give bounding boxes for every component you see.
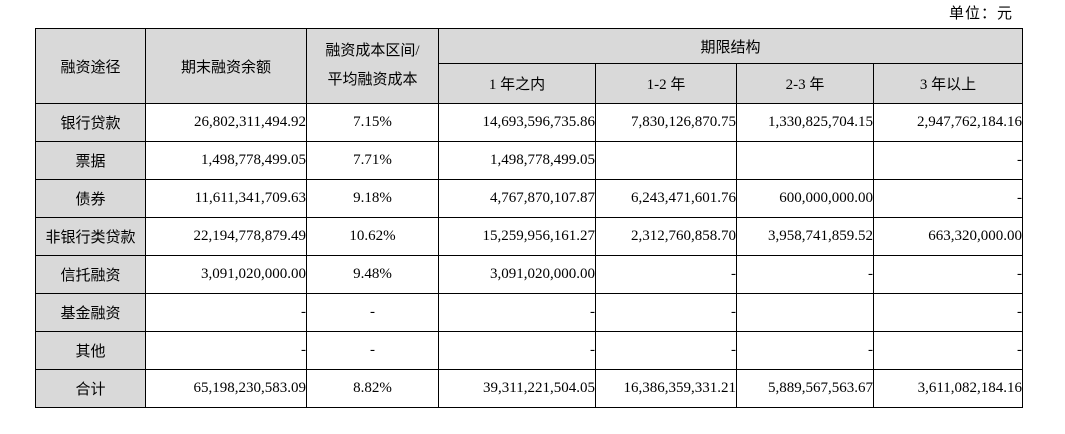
balance-cell: -: [145, 293, 307, 332]
years-2-3-cell: -: [736, 331, 874, 370]
within-1-year-cell: -: [438, 293, 596, 332]
header-financing-cost: 融资成本区间/ 平均融资成本: [306, 28, 439, 104]
table-row: 合计 65,198,230,583.09 8.82% 39,311,221,504.0…: [35, 369, 1024, 408]
within-1-year-cell: 3,091,020,000.00: [438, 255, 596, 294]
header-ending-balance: 期末融资余额: [145, 28, 307, 104]
cost-cell: -: [306, 331, 439, 370]
over-3-years-cell: -: [872, 293, 1024, 332]
balance-cell: 11,611,341,709.63: [145, 179, 307, 218]
table-row: 基金融资 - - - - -: [35, 293, 1024, 332]
over-3-years-cell: 663,320,000.00: [872, 217, 1024, 256]
header-2-3-years: 2-3 年: [736, 63, 874, 104]
row-label-cell: 票据: [35, 141, 146, 180]
within-1-year-cell: 1,498,778,499.05: [438, 141, 596, 180]
table-header: 融资途径 期末融资余额 融资成本区间/ 平均融资成本 期限结构 1 年之内 1-…: [35, 28, 1024, 104]
years-1-2-cell: 16,386,359,331.21: [595, 369, 737, 408]
within-1-year-cell: 14,693,596,735.86: [438, 103, 596, 142]
within-1-year-cell: 39,311,221,504.05: [438, 369, 596, 408]
years-2-3-cell: [736, 293, 874, 332]
row-label-cell: 合计: [35, 369, 146, 408]
over-3-years-cell: -: [872, 179, 1024, 218]
years-2-3-cell: [736, 141, 874, 180]
unit-label: 单位：元: [948, 6, 1013, 22]
balance-cell: -: [145, 331, 307, 370]
years-2-3-cell: 600,000,000.00: [736, 179, 874, 218]
years-1-2-cell: -: [595, 331, 737, 370]
cost-cell: 10.62%: [306, 217, 439, 256]
table-row: 非银行类贷款 22,194,778,879.49 10.62% 15,259,956,…: [35, 217, 1024, 256]
table-row: 其他 - - - - - -: [35, 331, 1024, 370]
over-3-years-cell: -: [872, 141, 1024, 180]
years-1-2-cell: 6,243,471,601.76: [595, 179, 737, 218]
table-row: 信托融资 3,091,020,000.00 9.48% 3,091,020,000.0…: [35, 255, 1024, 294]
row-label-cell: 基金融资: [35, 293, 146, 332]
years-1-2-cell: 7,830,126,870.75: [595, 103, 737, 142]
row-label-cell: 其他: [35, 331, 146, 370]
header-1-2-years: 1-2 年: [595, 63, 737, 104]
row-label-cell: 银行贷款: [35, 103, 146, 142]
header-within-1-year: 1 年之内: [438, 63, 596, 104]
header-financing-cost-line2: 平均融资成本: [327, 72, 418, 88]
header-maturity-structure: 期限结构: [437, 28, 1024, 64]
cost-cell: 7.71%: [306, 141, 439, 180]
cost-cell: 7.15%: [306, 103, 439, 142]
header-financing-cost-line1: 融资成本区间/: [325, 43, 420, 59]
table-row: 债券 11,611,341,709.63 9.18% 4,767,870,107.87…: [35, 179, 1024, 218]
within-1-year-cell: 4,767,870,107.87: [438, 179, 596, 218]
over-3-years-cell: -: [872, 255, 1024, 294]
within-1-year-cell: -: [438, 331, 596, 370]
years-1-2-cell: -: [595, 255, 737, 294]
cost-cell: 9.18%: [306, 179, 439, 218]
balance-cell: 3,091,020,000.00: [145, 255, 307, 294]
years-1-2-cell: -: [595, 293, 737, 332]
table-row: 票据 1,498,778,499.05 7.71% 1,498,778,499.05-: [35, 141, 1024, 180]
table-row: 银行贷款 26,802,311,494.92 7.15% 14,693,596,735…: [35, 103, 1024, 142]
over-3-years-cell: 2,947,762,184.16: [872, 103, 1024, 142]
row-label-cell: 债券: [35, 179, 146, 218]
over-3-years-cell: 3,611,082,184.16: [872, 369, 1024, 408]
cost-cell: -: [306, 293, 439, 332]
financing-structure-table: 融资途径 期末融资余额 融资成本区间/ 平均融资成本 期限结构 1 年之内 1-…: [35, 28, 1024, 408]
years-1-2-cell: [595, 141, 737, 180]
years-2-3-cell: -: [736, 255, 874, 294]
row-label-cell: 信托融资: [35, 255, 146, 294]
within-1-year-cell: 15,259,956,161.27: [438, 217, 596, 256]
years-2-3-cell: 1,330,825,704.15: [736, 103, 874, 142]
years-2-3-cell: 5,889,567,563.67: [736, 369, 874, 408]
years-2-3-cell: 3,958,741,859.52: [736, 217, 874, 256]
years-1-2-cell: 2,312,760,858.70: [595, 217, 737, 256]
balance-cell: 65,198,230,583.09: [145, 369, 307, 408]
cost-cell: 8.82%: [306, 369, 439, 408]
over-3-years-cell: -: [872, 331, 1024, 370]
balance-cell: 26,802,311,494.92: [145, 103, 307, 142]
balance-cell: 1,498,778,499.05: [145, 141, 307, 180]
header-financing-channel: 融资途径: [35, 28, 146, 104]
header-over-3-years: 3 年以上: [872, 63, 1024, 104]
cost-cell: 9.48%: [306, 255, 439, 294]
balance-cell: 22,194,778,879.49: [145, 217, 307, 256]
row-label-cell: 非银行类贷款: [35, 217, 146, 256]
table-body: 银行贷款 26,802,311,494.92 7.15% 14,693,596,735…: [35, 103, 1024, 408]
